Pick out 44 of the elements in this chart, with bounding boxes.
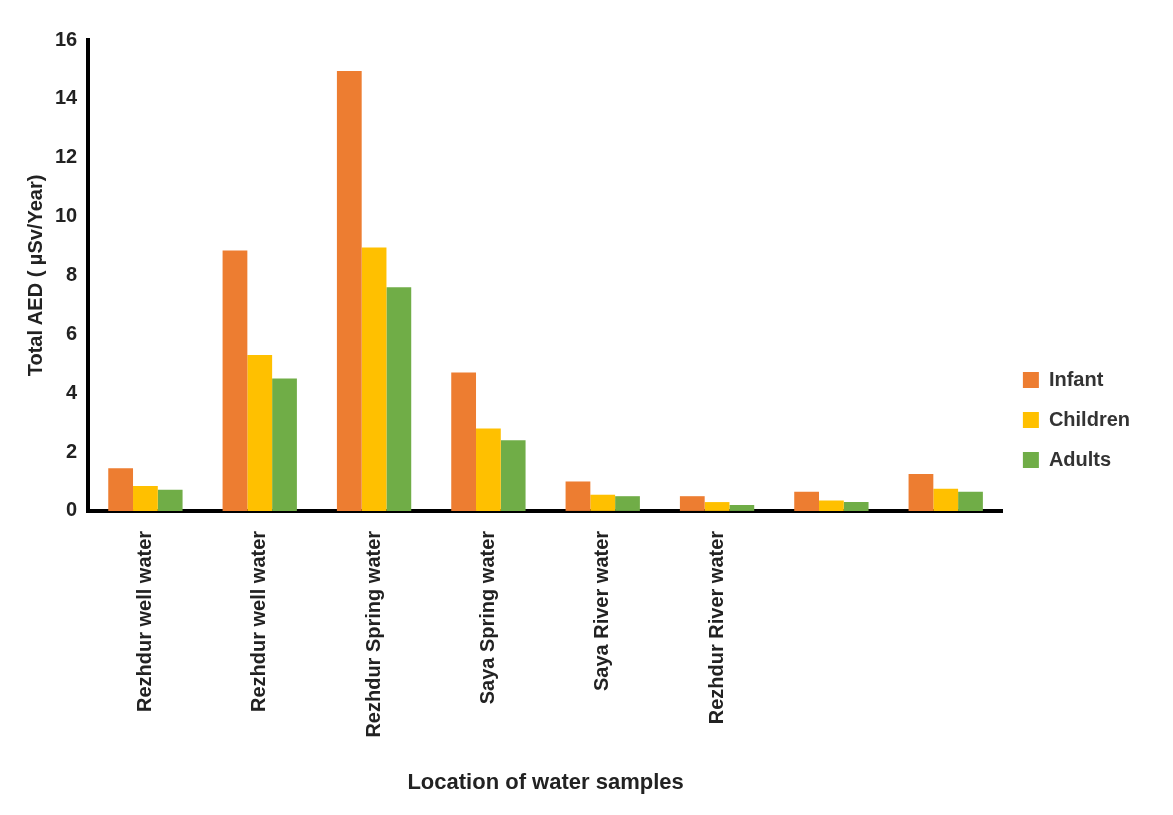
bar [272, 378, 297, 511]
bar [247, 354, 273, 511]
y-tick-label: 14 [55, 86, 79, 109]
bar [933, 488, 959, 511]
bar [843, 502, 869, 511]
bar [451, 372, 477, 511]
bar [729, 505, 755, 511]
y-tick-label: 10 [55, 204, 78, 227]
bar [361, 247, 387, 511]
x-axis-title: Location of water samples [407, 768, 684, 794]
bar [615, 496, 640, 511]
legend-label: Infant [1048, 367, 1104, 390]
bar [819, 500, 844, 511]
x-tick-label: Rezhdur Spring water [361, 530, 384, 738]
bar [133, 485, 158, 511]
y-tick-label: 12 [55, 145, 78, 168]
y-tick-label: 4 [66, 380, 79, 403]
bar [108, 468, 134, 511]
bar [590, 494, 616, 511]
bar [958, 491, 983, 511]
y-tick-label: 6 [66, 321, 78, 344]
bar [476, 428, 501, 511]
bar [908, 474, 934, 511]
bar [157, 489, 183, 511]
y-tick-label: 16 [55, 27, 78, 50]
x-tick-label: Saya River water [590, 530, 613, 692]
y-tick-label: 2 [66, 439, 78, 462]
legend-label: Adults [1048, 447, 1112, 470]
x-tick-label: Rezhdur River water [704, 530, 727, 725]
bar [565, 481, 591, 511]
bar [794, 491, 820, 511]
bar [704, 502, 730, 511]
bar [222, 250, 248, 511]
legend-label: Children [1048, 407, 1131, 430]
x-tick-label: Saya Spring water [475, 530, 498, 705]
y-axis-title: Total AED ( µSv/Year) [23, 174, 46, 377]
bar [386, 287, 412, 511]
y-tick-label: 8 [66, 262, 78, 285]
y-tick-label: 0 [66, 498, 78, 521]
x-tick-label: Rezhdur well water [132, 530, 155, 713]
bar [500, 440, 526, 511]
bar [679, 496, 705, 511]
bar [336, 70, 362, 511]
x-tick-label: Rezhdur well water [247, 530, 270, 713]
